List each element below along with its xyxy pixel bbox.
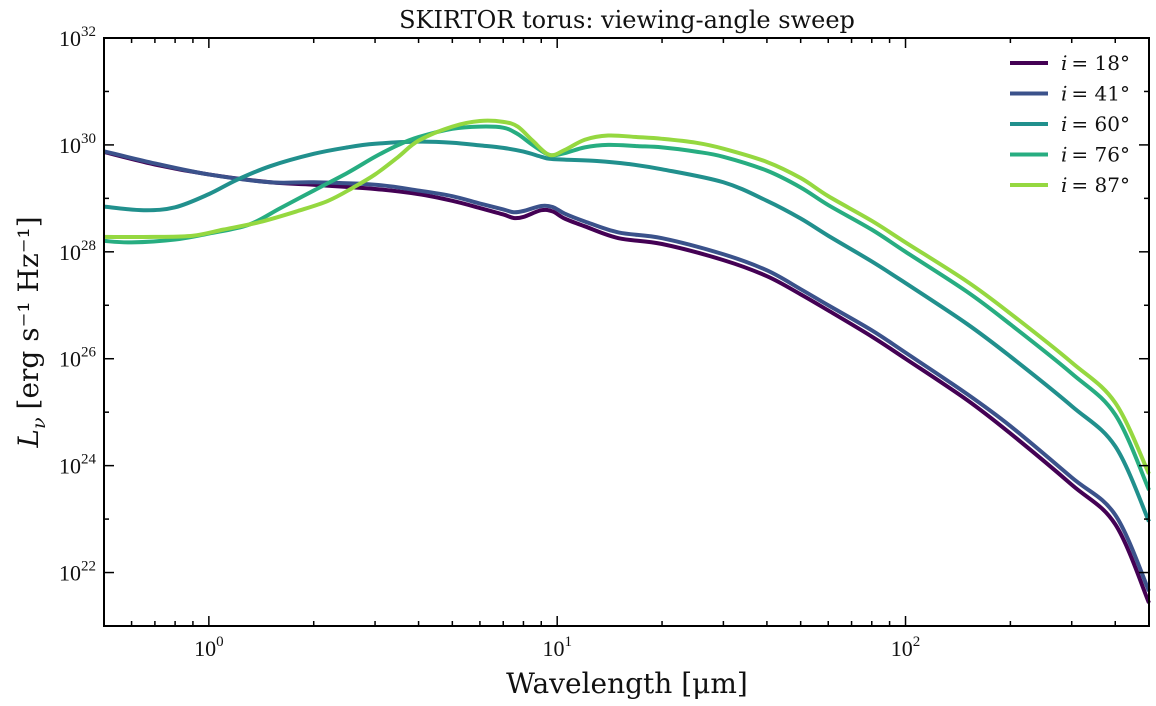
y-tick-label: 1032 (59, 24, 96, 51)
chart-title: SKIRTOR torus: viewing-angle sweep (399, 6, 855, 34)
legend: i = 18° i = 41° i = 60° i = 76° i = 87° (1010, 51, 1130, 197)
series-line-4 (103, 118, 1151, 475)
y-tick-label: 1026 (59, 345, 97, 372)
x-tick-label: 101 (542, 634, 572, 661)
legend-label: i = 18° (1061, 51, 1130, 75)
plot-frame (103, 37, 1150, 627)
series-layer (103, 118, 1151, 604)
legend-label: i = 60° (1061, 112, 1130, 136)
y-tick-label: 1030 (59, 131, 96, 158)
y-axis-label: Lν[erg s⁻¹ Hz⁻¹] (12, 216, 50, 448)
y-tick-label: 1022 (59, 559, 96, 586)
series-line-0 (103, 149, 1151, 604)
legend-label: i = 41° (1061, 82, 1130, 106)
ticks-layer: 100 101 102 1022 1024 1026 1028 1030 1032 (59, 24, 1150, 661)
series-line-2 (103, 139, 1151, 523)
x-tick-label: 100 (194, 634, 224, 661)
legend-label: i = 87° (1061, 173, 1130, 197)
x-tick-label: 102 (891, 634, 921, 661)
y-tick-label: 1028 (59, 238, 96, 265)
legend-label: i = 76° (1061, 143, 1130, 167)
x-axis-label: Wavelength [μm] (506, 667, 748, 700)
y-tick-label: 1024 (59, 452, 97, 479)
